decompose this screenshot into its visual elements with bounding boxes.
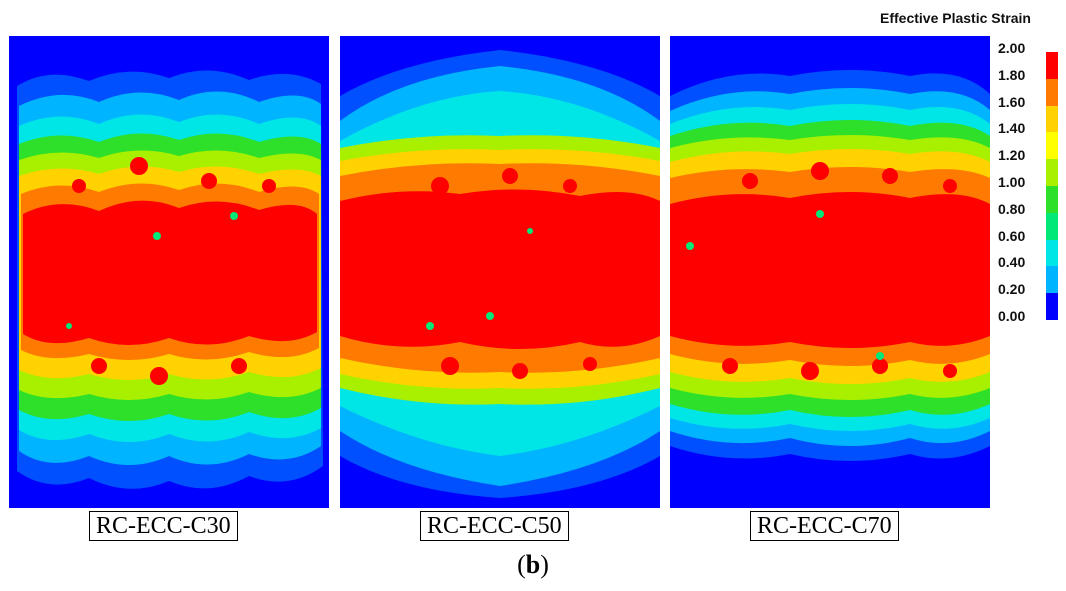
contour-plot [670, 36, 990, 508]
panel-caption: RC-ECC-C30 [89, 511, 238, 541]
legend-tick: 1.00 [998, 174, 1026, 190]
scale-band-5 [1046, 159, 1058, 186]
legend-tick: 1.80 [998, 67, 1026, 83]
contour-plot [340, 36, 660, 508]
legend-tick: 0.60 [998, 228, 1026, 244]
legend-title: Effective Plastic Strain [880, 10, 1031, 26]
legend-tick: 1.40 [998, 120, 1026, 136]
strain-contour-c50 [340, 36, 660, 508]
legend-tick: 0.00 [998, 308, 1026, 324]
scale-band-3 [1046, 105, 1058, 133]
scale-band-8 [1046, 239, 1058, 267]
strain-contour-c30 [9, 36, 329, 508]
scale-band-10 [1046, 293, 1058, 320]
scale-band-7 [1046, 212, 1058, 240]
legend-tick: 0.80 [998, 201, 1026, 217]
legend-tick: 1.60 [998, 94, 1026, 110]
legend-tick: 0.40 [998, 254, 1026, 270]
figure-label-close: ) [540, 550, 549, 579]
legend-tick: 0.20 [998, 281, 1026, 297]
scale-band-9 [1046, 266, 1058, 294]
contour-plot [9, 36, 329, 508]
figure-label-open: ( [517, 550, 526, 579]
panel-caption: RC-ECC-C70 [750, 511, 899, 541]
scale-band-1 [1046, 52, 1058, 79]
legend-tick: 2.00 [998, 40, 1026, 56]
legend-tick: 1.20 [998, 147, 1026, 163]
panel-caption: RC-ECC-C50 [420, 511, 569, 541]
figure-label: (b) [0, 550, 1066, 580]
scale-band-2 [1046, 78, 1058, 106]
scale-band-6 [1046, 185, 1058, 213]
scale-band-4 [1046, 132, 1058, 160]
color-scale-bar [1046, 52, 1058, 320]
strain-contour-c70 [670, 36, 990, 508]
figure-label-letter: b [525, 550, 541, 579]
